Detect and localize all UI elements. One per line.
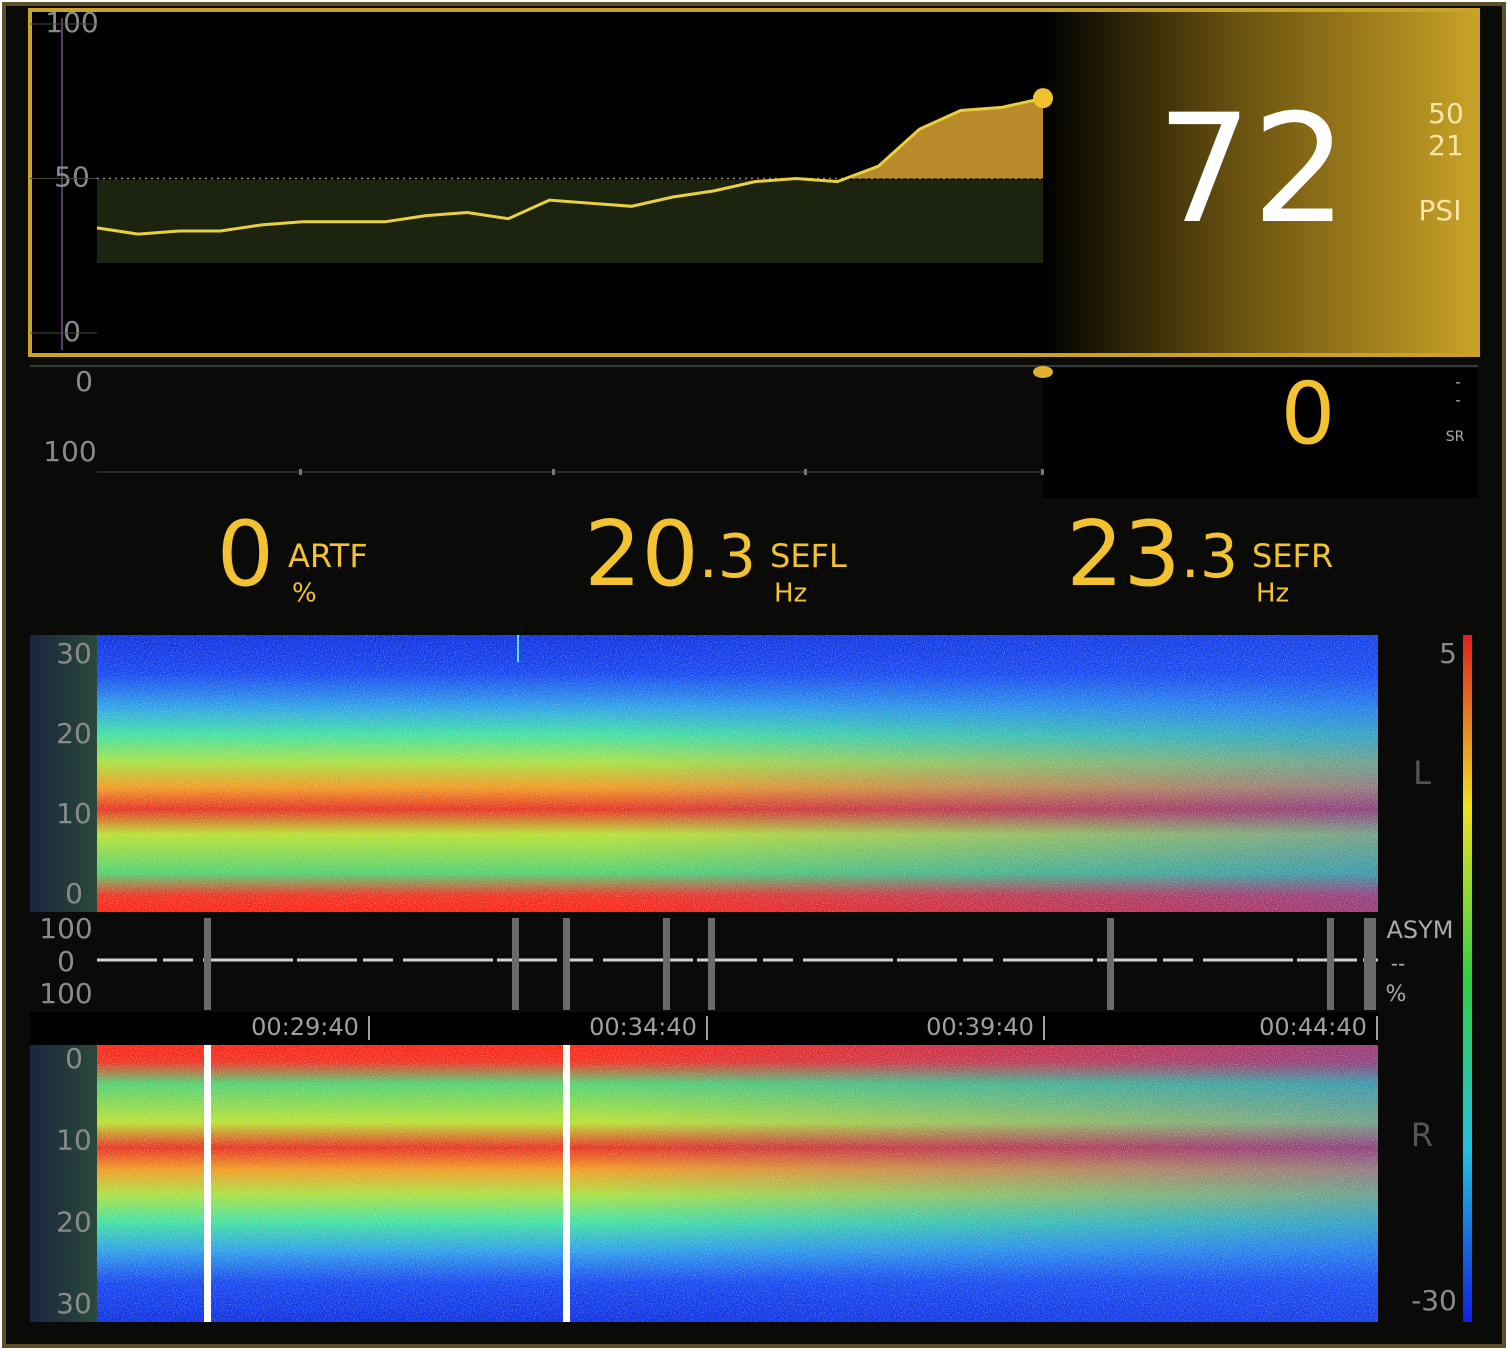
dsa-left-label: L [1413, 754, 1431, 792]
time-label: 00:44:40 [1259, 1013, 1367, 1041]
sr-value: 0 [1281, 364, 1336, 464]
asym-tick: 100 [39, 977, 92, 1010]
metric-value: 0 [217, 502, 274, 607]
color-scale-max: 5 [1439, 637, 1457, 670]
dsa-tick: 0 [65, 1042, 83, 1075]
metric-unit: % [292, 579, 317, 609]
asym-tick: 0 [57, 945, 75, 978]
artifact-bars [204, 918, 1376, 1010]
metric-value: 20.3 [584, 502, 756, 607]
dsa-right-label: R [1411, 1116, 1433, 1154]
color-scale-min: -30 [1411, 1284, 1457, 1317]
asym-tick: 100 [39, 912, 92, 945]
dsa-tick: 20 [56, 717, 92, 750]
metric-unit: Hz [1256, 579, 1289, 609]
artifact-line [204, 1045, 211, 1322]
asym-label: ASYM [1386, 916, 1453, 944]
dsa-tick: 30 [56, 637, 92, 670]
dsa-right-strip [30, 1045, 97, 1322]
asym-strip [30, 914, 1378, 1012]
dsa-tick: 10 [56, 1124, 92, 1157]
metric-value: 23.3 [1066, 502, 1238, 607]
psi-limit-high: 50 [1428, 97, 1464, 130]
sr-marker [1033, 366, 1053, 378]
color-scale [1463, 635, 1472, 1322]
dsa-tick: 30 [56, 1287, 92, 1320]
sr-label: SR [1446, 429, 1465, 445]
time-label: 00:34:40 [589, 1013, 697, 1041]
metric-name: SEFR [1252, 537, 1333, 575]
psi-current-dot [1033, 88, 1053, 109]
psi-limit-low: 21 [1428, 129, 1464, 162]
dsa-left-texture [97, 635, 1378, 912]
asym-unit: % [1386, 982, 1407, 1007]
time-label: 00:29:40 [251, 1013, 359, 1041]
sr-limit: - [1455, 391, 1461, 410]
psi-trend-area [97, 98, 1043, 179]
sr-limit: - [1455, 373, 1461, 392]
psi-tick: 0 [63, 315, 81, 348]
time-label: 00:39:40 [926, 1013, 1034, 1041]
psi-tick: 100 [45, 6, 98, 39]
psi-target-band [97, 180, 1043, 263]
psi-value: 72 [1157, 83, 1348, 257]
artifact-line [563, 1045, 570, 1322]
dsa-tick: 10 [56, 797, 92, 830]
metric-unit: Hz [774, 579, 807, 609]
psi-label: PSI [1419, 194, 1462, 227]
sr-tick: 0 [75, 365, 93, 398]
metric-name: ARTF [288, 537, 368, 575]
dsa-tick: 0 [65, 877, 83, 910]
metric-name: SEFL [770, 537, 847, 575]
dsa-right-texture [97, 1045, 1378, 1322]
sr-time-dots [299, 469, 1044, 475]
psi-trend-line [96, 96, 1044, 236]
sr-tick: 100 [43, 435, 96, 468]
asym-center: -- [1391, 952, 1405, 976]
sr-value-box [1043, 368, 1478, 498]
time-axis-bar [30, 1012, 1378, 1045]
dsa-left-strip [30, 635, 97, 912]
psi-tick: 50 [54, 161, 90, 194]
dsa-tick: 20 [56, 1205, 92, 1238]
